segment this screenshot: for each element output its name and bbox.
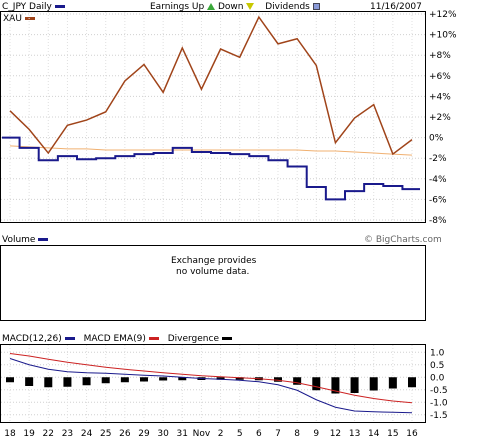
dividends-label: Dividends (265, 2, 310, 12)
moving-average-line (9, 145, 413, 156)
divergence-bar (388, 377, 397, 389)
x-tick-label: 12 (330, 429, 341, 439)
divergence-bar (216, 377, 225, 380)
divergence-bar (312, 377, 321, 391)
x-tick-label: 8 (294, 429, 300, 439)
price-y-tick-label: -4% (429, 175, 447, 185)
price-y-tick-label: +8% (429, 51, 451, 61)
divergence-bar (408, 377, 416, 388)
down-label: Down (217, 2, 244, 12)
macd-ema-label: MACD EMA(9) (83, 334, 146, 344)
bigcharts-watermark: © BigCharts.com (364, 235, 442, 245)
x-tick-label: 15 (387, 429, 398, 439)
divergence-bar (274, 377, 282, 382)
divergence-bar (293, 377, 302, 385)
divergence-bar (101, 377, 110, 384)
x-tick-label: 19 (23, 429, 35, 439)
down-triangle-icon (246, 3, 255, 10)
price-y-tick-label: -6% (429, 195, 447, 205)
price-y-tick-label: +10% (429, 31, 457, 41)
macd-swatch (64, 337, 75, 340)
price-y-tick-label: +12% (429, 10, 457, 20)
divergence-bar (331, 377, 340, 394)
price-y-tick-label: -8% (429, 216, 447, 226)
divergence-bar (6, 377, 14, 383)
divergence-bar (120, 377, 129, 383)
x-tick-label: 13 (349, 429, 360, 439)
price-y-tick-label: 0% (429, 134, 444, 144)
macd-y-tick-label: 0.0 (430, 373, 445, 383)
price-y-tick-label: +6% (429, 72, 451, 82)
x-tick-label: 31 (177, 429, 188, 439)
volume-message-line2: no volume data. (176, 267, 250, 277)
compare-label: XAU (3, 14, 35, 24)
divergence-bar (369, 377, 378, 391)
chart-symbol-label: C_JPY Daily (2, 2, 65, 12)
macd-ema-swatch (148, 337, 159, 340)
xau-line (9, 15, 413, 156)
macd-line (9, 358, 413, 414)
volume-message-line1: Exchange provides (171, 256, 257, 266)
macd-y-tick-label: -1.5 (430, 411, 448, 421)
x-tick-label: 2 (218, 429, 224, 439)
x-tick-label: 22 (43, 429, 54, 439)
macd-legend: MACD(12,26) MACD EMA(9) Divergence (2, 334, 232, 344)
volume-panel: Exchange provides no volume data. (0, 245, 426, 321)
macd-label: MACD(12,26) (2, 334, 62, 344)
x-tick-label: 30 (157, 429, 169, 439)
compare-series-swatch (24, 17, 35, 20)
divergence-label: Divergence (167, 334, 219, 344)
primary-series-swatch (54, 5, 65, 8)
volume-label: Volume (2, 235, 49, 245)
divergence-bar (44, 377, 53, 388)
divergence-bar (178, 377, 187, 381)
x-tick-label: 9 (313, 429, 319, 439)
divergence-bar (235, 377, 244, 380)
price-y-tick-label: -2% (429, 154, 447, 164)
x-tick-label: Nov (193, 429, 211, 439)
x-tick-label: 29 (138, 429, 150, 439)
x-tick-label: 7 (275, 429, 281, 439)
divergence-bar (159, 377, 168, 381)
chart-date: 11/16/2007 (370, 2, 422, 12)
divergence-bar (63, 377, 72, 387)
x-tick-label: 26 (119, 429, 131, 439)
price-y-tick-label: +2% (429, 113, 451, 123)
divergence-bar (350, 377, 359, 393)
macd-y-tick-label: -1.0 (430, 398, 448, 408)
c-jpy-step-line (2, 136, 420, 201)
x-tick-label: 24 (81, 429, 93, 439)
x-tick-label: 6 (256, 429, 262, 439)
macd-y-tick-label: 0.5 (430, 361, 444, 371)
x-tick-label: 23 (62, 429, 73, 439)
x-tick-label: 16 (406, 429, 418, 439)
x-tick-label: 25 (100, 429, 111, 439)
x-tick-label: 5 (237, 429, 243, 439)
dividend-icon (312, 3, 320, 10)
divergence-bar (140, 377, 148, 382)
macd-y-tick-label: 1.0 (430, 348, 445, 358)
up-triangle-icon (207, 3, 216, 10)
divergence-bar (82, 377, 91, 386)
macd-y-tick-label: -0.5 (430, 386, 448, 396)
divergence-swatch (222, 337, 232, 340)
legend-events: Earnings Up Down Dividends (150, 2, 320, 12)
x-tick-label: 14 (368, 429, 380, 439)
price-y-tick-label: +4% (429, 92, 451, 102)
earnings-up-label: Earnings Up (150, 2, 205, 12)
volume-swatch (38, 238, 49, 241)
x-tick-label: 18 (4, 429, 16, 439)
macd-ema-line (9, 353, 413, 404)
divergence-bar (25, 377, 34, 386)
